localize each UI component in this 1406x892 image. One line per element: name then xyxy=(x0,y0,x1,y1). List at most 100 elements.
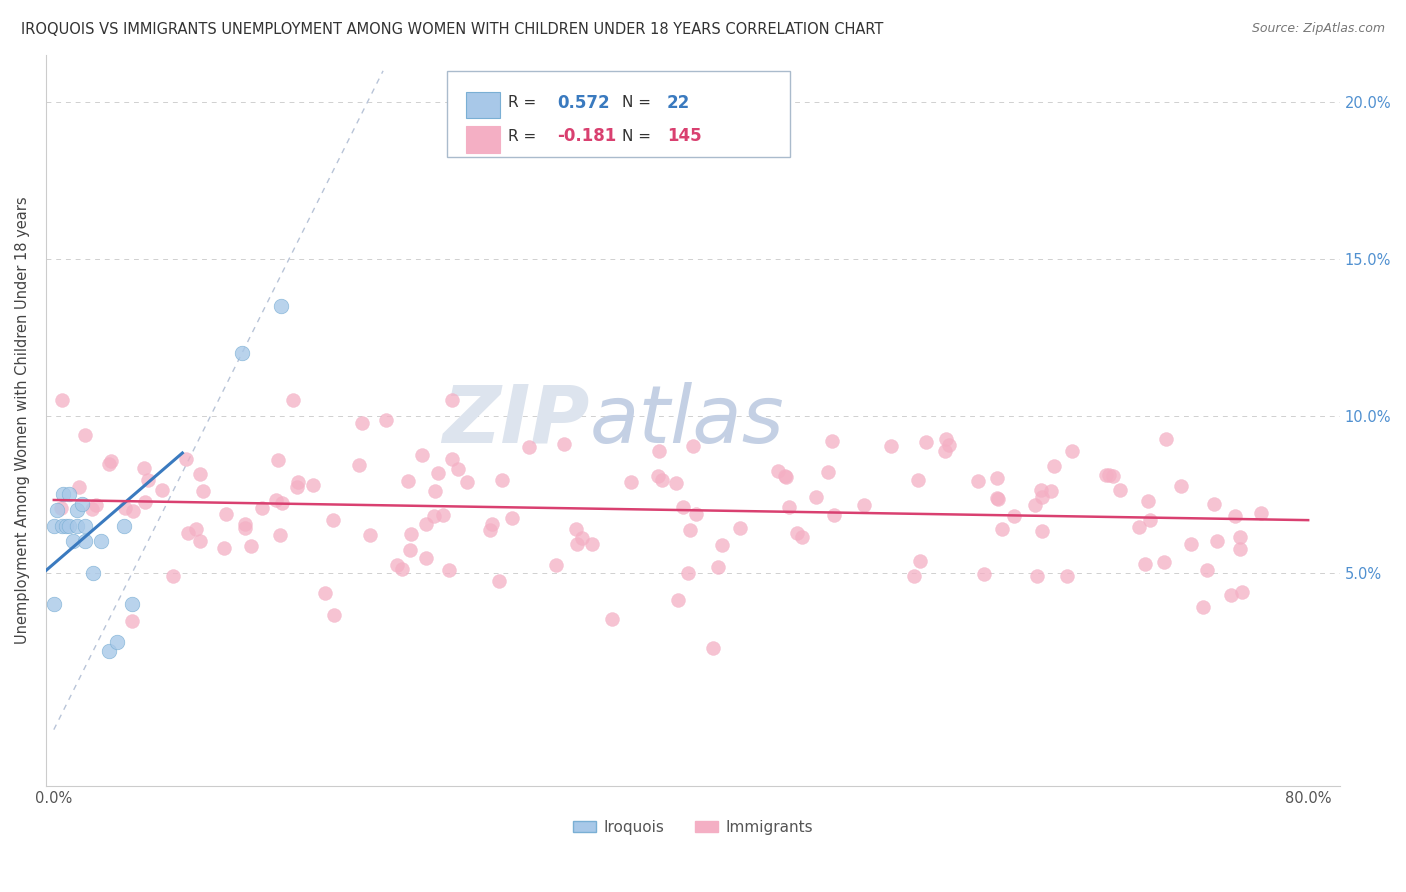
Point xyxy=(966,474,988,488)
Point xyxy=(821,434,844,449)
Point xyxy=(391,562,413,576)
Point xyxy=(287,475,309,490)
Point xyxy=(991,522,1014,536)
Point xyxy=(415,516,437,531)
Point xyxy=(121,615,143,629)
Text: R =: R = xyxy=(508,95,541,110)
Point xyxy=(447,462,470,476)
Point xyxy=(553,437,575,451)
Text: IROQUOIS VS IMMIGRANTS UNEMPLOYMENT AMONG WOMEN WITH CHILDREN UNDER 18 YEARS COR: IROQUOIS VS IMMIGRANTS UNEMPLOYMENT AMON… xyxy=(21,22,883,37)
Point xyxy=(790,530,813,544)
Point xyxy=(440,452,463,467)
Point xyxy=(190,533,212,548)
Point xyxy=(907,473,929,487)
Point xyxy=(134,494,156,508)
Point xyxy=(501,511,523,525)
Point xyxy=(184,522,207,536)
Point xyxy=(423,483,446,498)
Point xyxy=(1205,534,1227,549)
Point xyxy=(678,566,700,580)
Point xyxy=(1031,524,1053,538)
Point xyxy=(440,393,463,408)
Point xyxy=(1250,506,1272,520)
Point xyxy=(112,518,135,533)
Point xyxy=(1229,542,1251,557)
Point xyxy=(1128,519,1150,533)
Point xyxy=(233,521,256,535)
Text: N =: N = xyxy=(621,129,655,144)
Point xyxy=(1195,563,1218,577)
Point xyxy=(70,497,93,511)
Text: N =: N = xyxy=(621,95,655,110)
Point xyxy=(51,393,73,408)
Point xyxy=(399,543,422,558)
Point xyxy=(1031,490,1053,504)
Point xyxy=(768,464,790,478)
Point xyxy=(938,438,960,452)
Point xyxy=(1137,494,1160,508)
Point xyxy=(264,492,287,507)
Point xyxy=(651,473,673,487)
Point xyxy=(271,496,294,510)
Point xyxy=(1102,469,1125,483)
Point xyxy=(817,466,839,480)
Point xyxy=(1060,444,1083,458)
Point xyxy=(122,504,145,518)
Text: 22: 22 xyxy=(666,94,690,112)
Text: atlas: atlas xyxy=(589,382,785,459)
Point xyxy=(778,500,800,514)
Point xyxy=(267,452,290,467)
Point xyxy=(174,452,197,467)
Point xyxy=(565,537,588,551)
Point xyxy=(682,439,704,453)
Point xyxy=(565,522,588,536)
Point xyxy=(1024,498,1046,512)
Point xyxy=(387,558,409,573)
Point xyxy=(823,508,845,522)
Point xyxy=(162,568,184,582)
Point xyxy=(347,458,370,472)
Text: 145: 145 xyxy=(666,128,702,145)
Point xyxy=(973,567,995,582)
Point xyxy=(1219,588,1241,602)
Point xyxy=(1043,459,1066,474)
Point xyxy=(252,500,274,515)
Point xyxy=(415,551,437,566)
Point xyxy=(49,500,72,515)
Point xyxy=(42,518,65,533)
Point xyxy=(215,507,238,521)
Point xyxy=(479,523,502,537)
FancyBboxPatch shape xyxy=(467,92,501,118)
Point xyxy=(134,461,156,475)
Point xyxy=(775,470,797,484)
Point xyxy=(66,518,89,533)
Point xyxy=(544,558,567,572)
Point xyxy=(986,471,1008,485)
Point xyxy=(679,523,702,537)
Point xyxy=(350,416,373,430)
Point xyxy=(191,484,214,499)
Point xyxy=(711,538,734,552)
FancyBboxPatch shape xyxy=(467,127,501,153)
FancyBboxPatch shape xyxy=(447,71,790,158)
Point xyxy=(399,527,422,541)
Point xyxy=(1223,508,1246,523)
Y-axis label: Unemployment Among Women with Children Under 18 years: Unemployment Among Women with Children U… xyxy=(15,197,30,644)
Text: Source: ZipAtlas.com: Source: ZipAtlas.com xyxy=(1251,22,1385,36)
Point xyxy=(52,487,75,501)
Point xyxy=(581,537,603,551)
Point xyxy=(915,434,938,449)
Point xyxy=(322,607,344,622)
Point xyxy=(136,473,159,487)
Point xyxy=(773,469,796,483)
Point xyxy=(150,483,173,497)
Point xyxy=(411,448,433,462)
Point xyxy=(600,612,623,626)
Point xyxy=(75,518,97,533)
Point xyxy=(1170,478,1192,492)
Point xyxy=(1232,584,1254,599)
Point xyxy=(90,534,112,549)
Point xyxy=(240,539,263,553)
Point xyxy=(1153,555,1175,569)
Point xyxy=(987,492,1010,507)
